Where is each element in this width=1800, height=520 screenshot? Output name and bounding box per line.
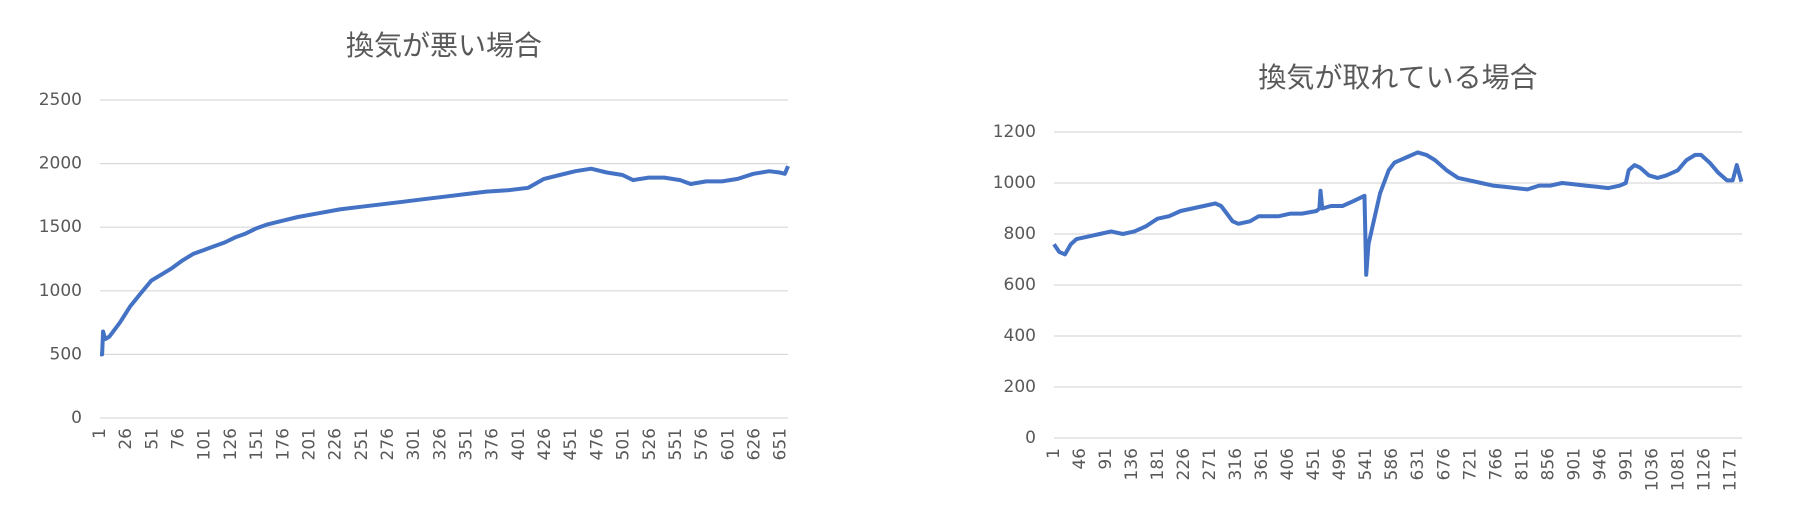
- y-tick-label: 1500: [39, 217, 82, 237]
- x-tick-label: 361: [1252, 448, 1272, 480]
- y-tick-label: 200: [1004, 377, 1036, 397]
- x-tick-label: 276: [378, 428, 398, 460]
- x-tick-label: 376: [483, 428, 503, 460]
- y-tick-label: 1200: [993, 122, 1036, 142]
- y-tick-label: 0: [71, 408, 82, 428]
- x-tick-label: 76: [169, 428, 189, 450]
- x-tick-label: 226: [326, 428, 346, 460]
- y-tick-label: 0: [1025, 428, 1036, 448]
- y-tick-label: 400: [1004, 326, 1036, 346]
- x-tick-label: 91: [1096, 448, 1116, 470]
- x-tick-label: 586: [1382, 448, 1402, 480]
- x-tick-label: 576: [692, 428, 712, 460]
- x-tick-label: 251: [352, 428, 372, 460]
- y-tick-label: 2500: [39, 90, 82, 110]
- x-tick-label: 46: [1070, 448, 1090, 470]
- x-tick-label: 526: [640, 428, 660, 460]
- x-tick-label: 766: [1486, 448, 1506, 480]
- x-tick-label: 651: [771, 428, 791, 460]
- x-tick-label: 351: [457, 428, 477, 460]
- x-tick-label: 181: [1148, 448, 1168, 480]
- x-tick-label: 226: [1174, 448, 1194, 480]
- x-tick-label: 1: [1044, 448, 1064, 459]
- x-tick-label: 136: [1122, 448, 1142, 480]
- x-tick-label: 676: [1434, 448, 1454, 480]
- x-tick-label: 1081: [1668, 448, 1688, 491]
- y-tick-label: 800: [1004, 224, 1036, 244]
- chart-title: 換気が取れている場合: [1258, 61, 1537, 94]
- chart-title: 換気が悪い場合: [346, 29, 542, 62]
- x-tick-label: 126: [221, 428, 241, 460]
- x-tick-label: 811: [1512, 448, 1532, 480]
- x-tick-label: 856: [1538, 448, 1558, 480]
- x-tick-label: 1126: [1694, 448, 1714, 491]
- y-tick-label: 1000: [993, 173, 1036, 193]
- x-tick-label: 176: [273, 428, 293, 460]
- x-tick-label: 201: [299, 428, 319, 460]
- x-tick-label: 1036: [1642, 448, 1662, 491]
- data-line: [1052, 150, 1744, 277]
- x-tick-label: 401: [509, 428, 529, 460]
- x-tick-label: 301: [404, 428, 424, 460]
- x-tick-label: 1: [90, 428, 110, 439]
- x-tick-label: 631: [1408, 448, 1428, 480]
- data-line: [100, 165, 790, 357]
- y-tick-label: 2000: [39, 154, 82, 174]
- x-tick-label: 51: [142, 428, 162, 450]
- x-tick-label: 426: [535, 428, 555, 460]
- x-tick-label: 316: [1226, 448, 1246, 480]
- chart: 換気が取れている場合 0 200 400 600 800 1000 1200 1 46 91 136 1…: [993, 61, 1744, 491]
- x-tick-label: 541: [1356, 448, 1376, 480]
- x-tick-label: 151: [247, 428, 267, 460]
- x-tick-label: 451: [561, 428, 581, 460]
- x-tick-label: 601: [718, 428, 738, 460]
- x-tick-label: 1171: [1720, 448, 1740, 491]
- x-tick-label: 101: [195, 428, 215, 460]
- x-tick-label: 901: [1564, 448, 1584, 480]
- y-tick-label: 500: [50, 344, 82, 364]
- x-tick-label: 476: [587, 428, 607, 460]
- y-tick-label: 600: [1004, 275, 1036, 295]
- x-tick-label: 271: [1200, 448, 1220, 480]
- x-tick-label: 626: [744, 428, 764, 460]
- x-tick-label: 501: [614, 428, 634, 460]
- x-tick-label: 406: [1278, 448, 1298, 480]
- x-tick-label: 496: [1330, 448, 1350, 480]
- x-tick-label: 451: [1304, 448, 1324, 480]
- x-tick-label: 326: [430, 428, 450, 460]
- x-tick-label: 721: [1460, 448, 1480, 480]
- x-tick-label: 946: [1590, 448, 1610, 480]
- x-tick-label: 991: [1616, 448, 1636, 480]
- x-tick-label: 26: [116, 428, 136, 450]
- x-tick-label: 551: [666, 428, 686, 460]
- y-tick-label: 1000: [39, 281, 82, 301]
